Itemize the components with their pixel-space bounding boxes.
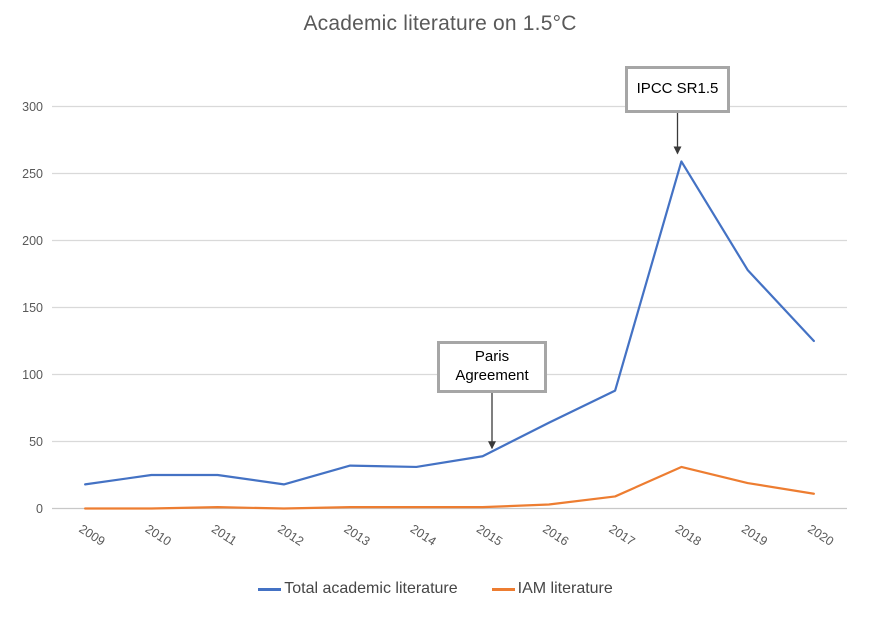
legend-label-total: Total academic literature xyxy=(284,580,458,597)
annotation-box-paris-agreement: Paris Agreement xyxy=(437,341,547,393)
x-tick-label: 2017 xyxy=(606,522,637,549)
annotation-box-ipcc-sr15: IPCC SR1.5 xyxy=(625,66,730,113)
legend-item-iam-literature: IAM literature xyxy=(491,580,613,598)
series-line-total xyxy=(84,160,815,486)
x-tick-label: 2014 xyxy=(408,522,439,549)
x-tick-label: 2019 xyxy=(739,522,770,549)
y-tick-label: 50 xyxy=(29,435,43,449)
annotation-ipcc-label: IPCC SR1.5 xyxy=(636,80,719,98)
y-tick-label: 200 xyxy=(22,234,43,248)
legend-item-total-academic-literature: Total academic literature xyxy=(258,580,458,598)
y-tick-label: 100 xyxy=(22,368,43,382)
legend: Total academic literature IAM literature xyxy=(0,580,871,598)
x-tick-label: 2013 xyxy=(341,522,372,549)
x-tick-label: 2010 xyxy=(143,522,174,549)
series-line-iam xyxy=(84,465,815,510)
x-tick-label: 2012 xyxy=(275,522,306,549)
x-tick-label: 2018 xyxy=(673,522,704,549)
x-tick-label: 2016 xyxy=(540,522,571,549)
y-tick-label: 250 xyxy=(22,167,43,181)
y-tick-label: 300 xyxy=(22,100,43,114)
x-tick-label: 2020 xyxy=(805,522,836,549)
y-tick-label: 0 xyxy=(36,502,43,516)
x-tick-label: 2015 xyxy=(474,522,505,549)
annotation-paris-label: Paris Agreement xyxy=(455,348,529,384)
legend-marker-total xyxy=(258,587,282,591)
x-tick-label: 2009 xyxy=(76,522,107,549)
legend-marker-iam xyxy=(491,587,515,591)
x-tick-label: 2011 xyxy=(209,522,239,548)
chart-title: Academic literature on 1.5°C xyxy=(303,12,577,35)
legend-label-iam: IAM literature xyxy=(517,580,613,597)
y-tick-label: 150 xyxy=(22,301,43,315)
